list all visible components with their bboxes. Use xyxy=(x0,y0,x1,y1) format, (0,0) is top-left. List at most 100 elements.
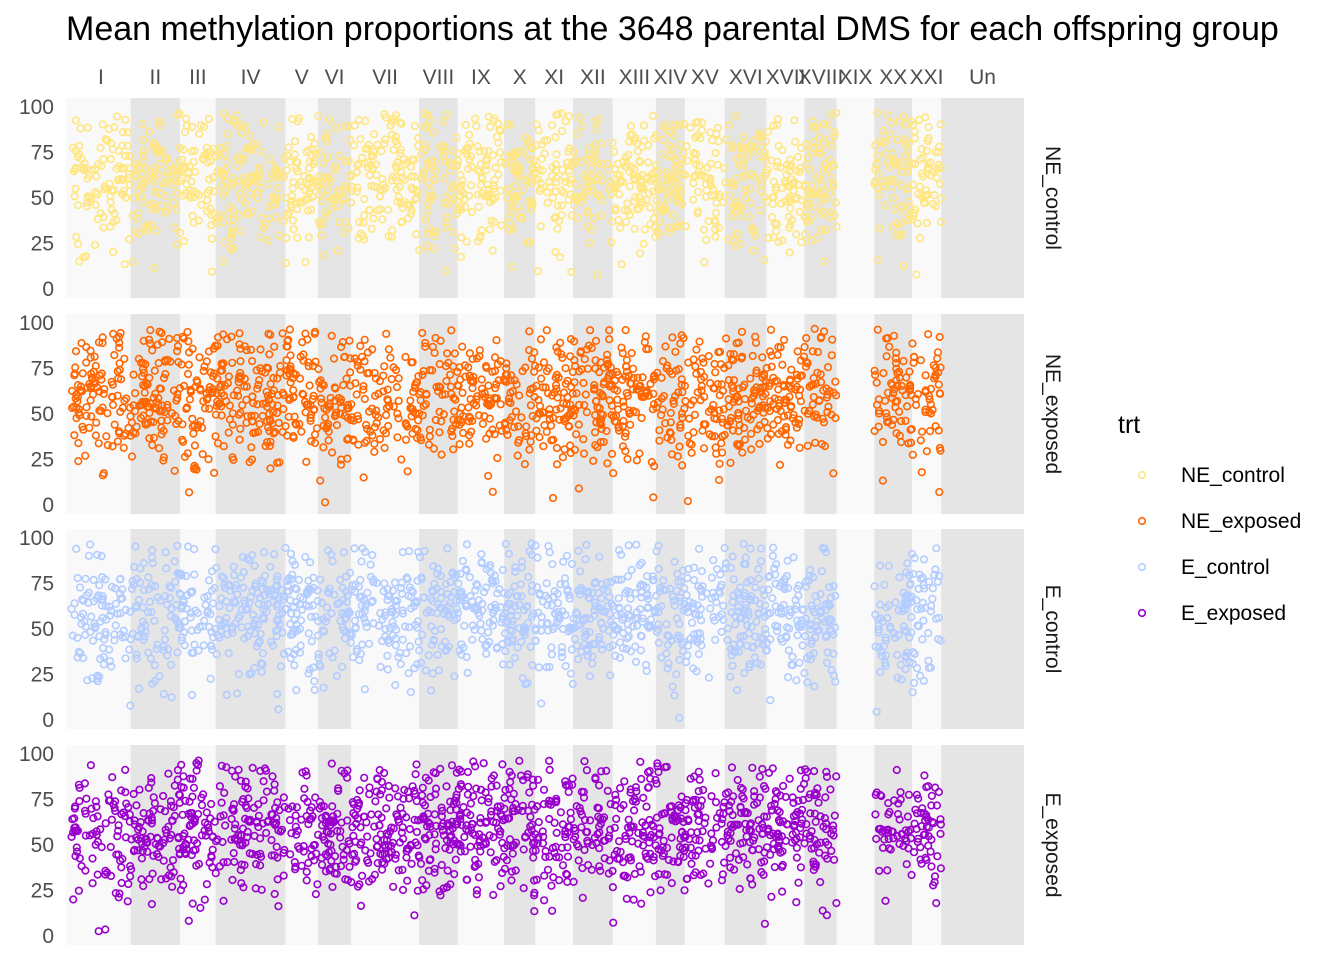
data-point xyxy=(520,627,529,636)
data-point xyxy=(383,385,392,394)
data-point xyxy=(668,174,677,183)
data-point xyxy=(214,615,223,624)
data-point xyxy=(235,329,244,338)
data-point xyxy=(909,352,919,361)
data-point xyxy=(663,664,672,673)
data-point xyxy=(511,407,521,416)
data-point xyxy=(557,127,567,136)
data-point xyxy=(925,427,935,436)
data-point xyxy=(510,182,520,191)
data-point xyxy=(382,411,391,420)
data-point xyxy=(606,578,616,587)
data-point xyxy=(316,394,326,403)
data-point xyxy=(99,155,108,164)
data-point xyxy=(894,606,903,615)
data-point xyxy=(489,181,499,190)
data-point xyxy=(372,419,381,428)
data-point xyxy=(640,225,650,234)
data-point xyxy=(423,241,432,251)
data-point xyxy=(263,391,273,400)
data-point xyxy=(800,230,810,239)
data-point xyxy=(443,544,452,553)
data-point xyxy=(321,498,330,507)
data-point xyxy=(497,221,506,230)
data-point xyxy=(398,609,408,618)
data-point xyxy=(264,587,273,596)
data-point xyxy=(364,140,374,150)
data-point xyxy=(747,399,756,408)
data-point xyxy=(346,368,355,377)
data-point xyxy=(614,423,624,432)
data-point xyxy=(401,419,410,428)
data-point xyxy=(111,599,120,608)
data-point xyxy=(689,195,698,204)
data-point xyxy=(829,630,838,639)
data-point xyxy=(412,378,421,387)
data-point xyxy=(295,648,305,657)
data-point xyxy=(652,208,662,217)
data-point xyxy=(805,565,815,575)
data-point xyxy=(891,359,901,368)
data-point xyxy=(824,617,833,626)
data-point xyxy=(259,118,268,127)
data-point xyxy=(757,143,766,152)
data-point xyxy=(891,403,900,412)
data-point xyxy=(190,570,199,579)
data-point xyxy=(448,227,458,236)
data-point xyxy=(553,201,563,210)
data-point xyxy=(108,380,117,389)
data-point xyxy=(148,441,157,450)
data-point xyxy=(460,361,470,370)
data-point xyxy=(905,571,914,580)
data-point xyxy=(131,389,140,398)
data-point xyxy=(728,661,737,670)
data-point xyxy=(544,594,553,603)
data-point xyxy=(441,843,450,853)
data-point xyxy=(394,652,403,662)
data-point xyxy=(357,352,367,362)
data-point xyxy=(524,346,534,355)
data-point xyxy=(341,181,350,190)
data-point xyxy=(733,155,742,164)
data-point xyxy=(900,152,910,161)
data-point xyxy=(603,601,612,610)
y-tick-label: 25 xyxy=(31,880,54,903)
data-point xyxy=(588,639,598,649)
data-point xyxy=(280,153,289,162)
data-point xyxy=(560,173,569,182)
data-point xyxy=(300,172,309,181)
data-point xyxy=(274,183,283,193)
data-point xyxy=(158,338,167,347)
data-point xyxy=(729,376,739,385)
data-point xyxy=(307,612,316,622)
data-point xyxy=(693,629,702,638)
data-point xyxy=(501,539,510,549)
data-point xyxy=(305,187,314,196)
data-point xyxy=(136,564,145,573)
data-point xyxy=(646,220,655,229)
data-point xyxy=(222,397,231,406)
data-point xyxy=(83,676,92,685)
data-point xyxy=(450,244,459,253)
data-point xyxy=(322,212,331,221)
data-point xyxy=(493,453,502,463)
data-point xyxy=(78,422,87,431)
data-point xyxy=(506,120,515,129)
data-point xyxy=(183,369,193,379)
data-point xyxy=(548,624,558,634)
data-point xyxy=(905,202,914,211)
data-point xyxy=(818,196,827,205)
data-point xyxy=(416,436,426,445)
data-point xyxy=(523,238,532,247)
data-point xyxy=(697,126,707,135)
data-point xyxy=(477,226,486,235)
data-point xyxy=(209,144,218,153)
data-point xyxy=(419,170,428,179)
data-point xyxy=(640,338,649,347)
data-point xyxy=(224,649,233,658)
chromosome-band xyxy=(836,98,875,298)
data-point xyxy=(190,441,199,450)
data-point xyxy=(614,594,623,603)
data-point xyxy=(459,802,468,812)
data-point xyxy=(270,591,279,601)
